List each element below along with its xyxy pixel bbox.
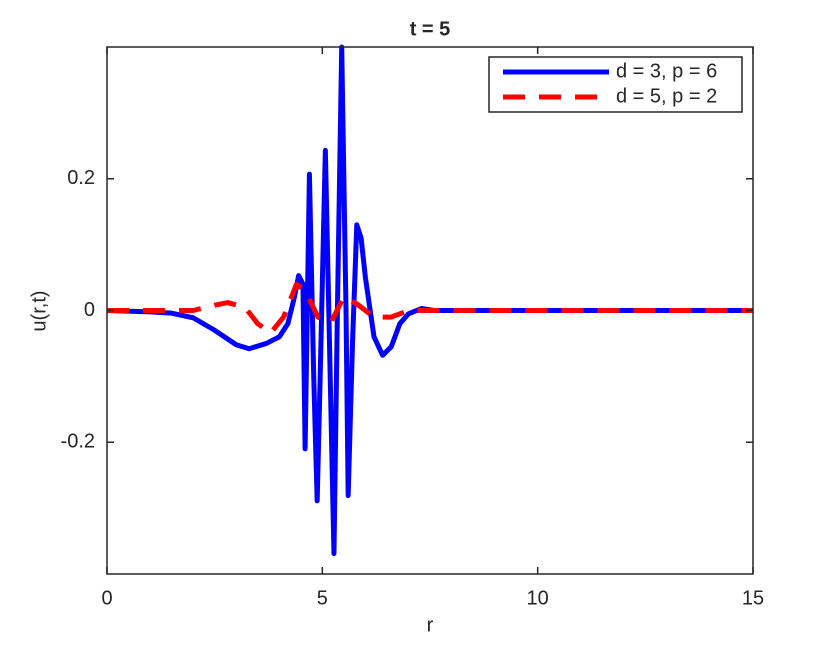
data-line — [107, 44, 753, 557]
y-tick-label: -0.2 — [61, 431, 95, 453]
x-axis-label: r — [427, 614, 434, 636]
x-tick-label: 5 — [317, 587, 328, 609]
chart-title: t = 5 — [410, 18, 451, 40]
x-tick-label: 15 — [742, 587, 764, 609]
x-tick-label: 10 — [527, 587, 549, 609]
y-tick-label: 0.2 — [67, 167, 95, 189]
legend-label: d = 5, p = 2 — [616, 85, 717, 107]
legend-box — [488, 56, 743, 113]
plot-area — [107, 44, 753, 557]
data-line — [107, 281, 753, 336]
x-tick-label: 0 — [101, 587, 112, 609]
y-tick-label: 0 — [84, 299, 95, 321]
y-axis-label: u(r,t) — [28, 290, 50, 331]
legend-label: d = 3, p = 6 — [616, 60, 717, 82]
